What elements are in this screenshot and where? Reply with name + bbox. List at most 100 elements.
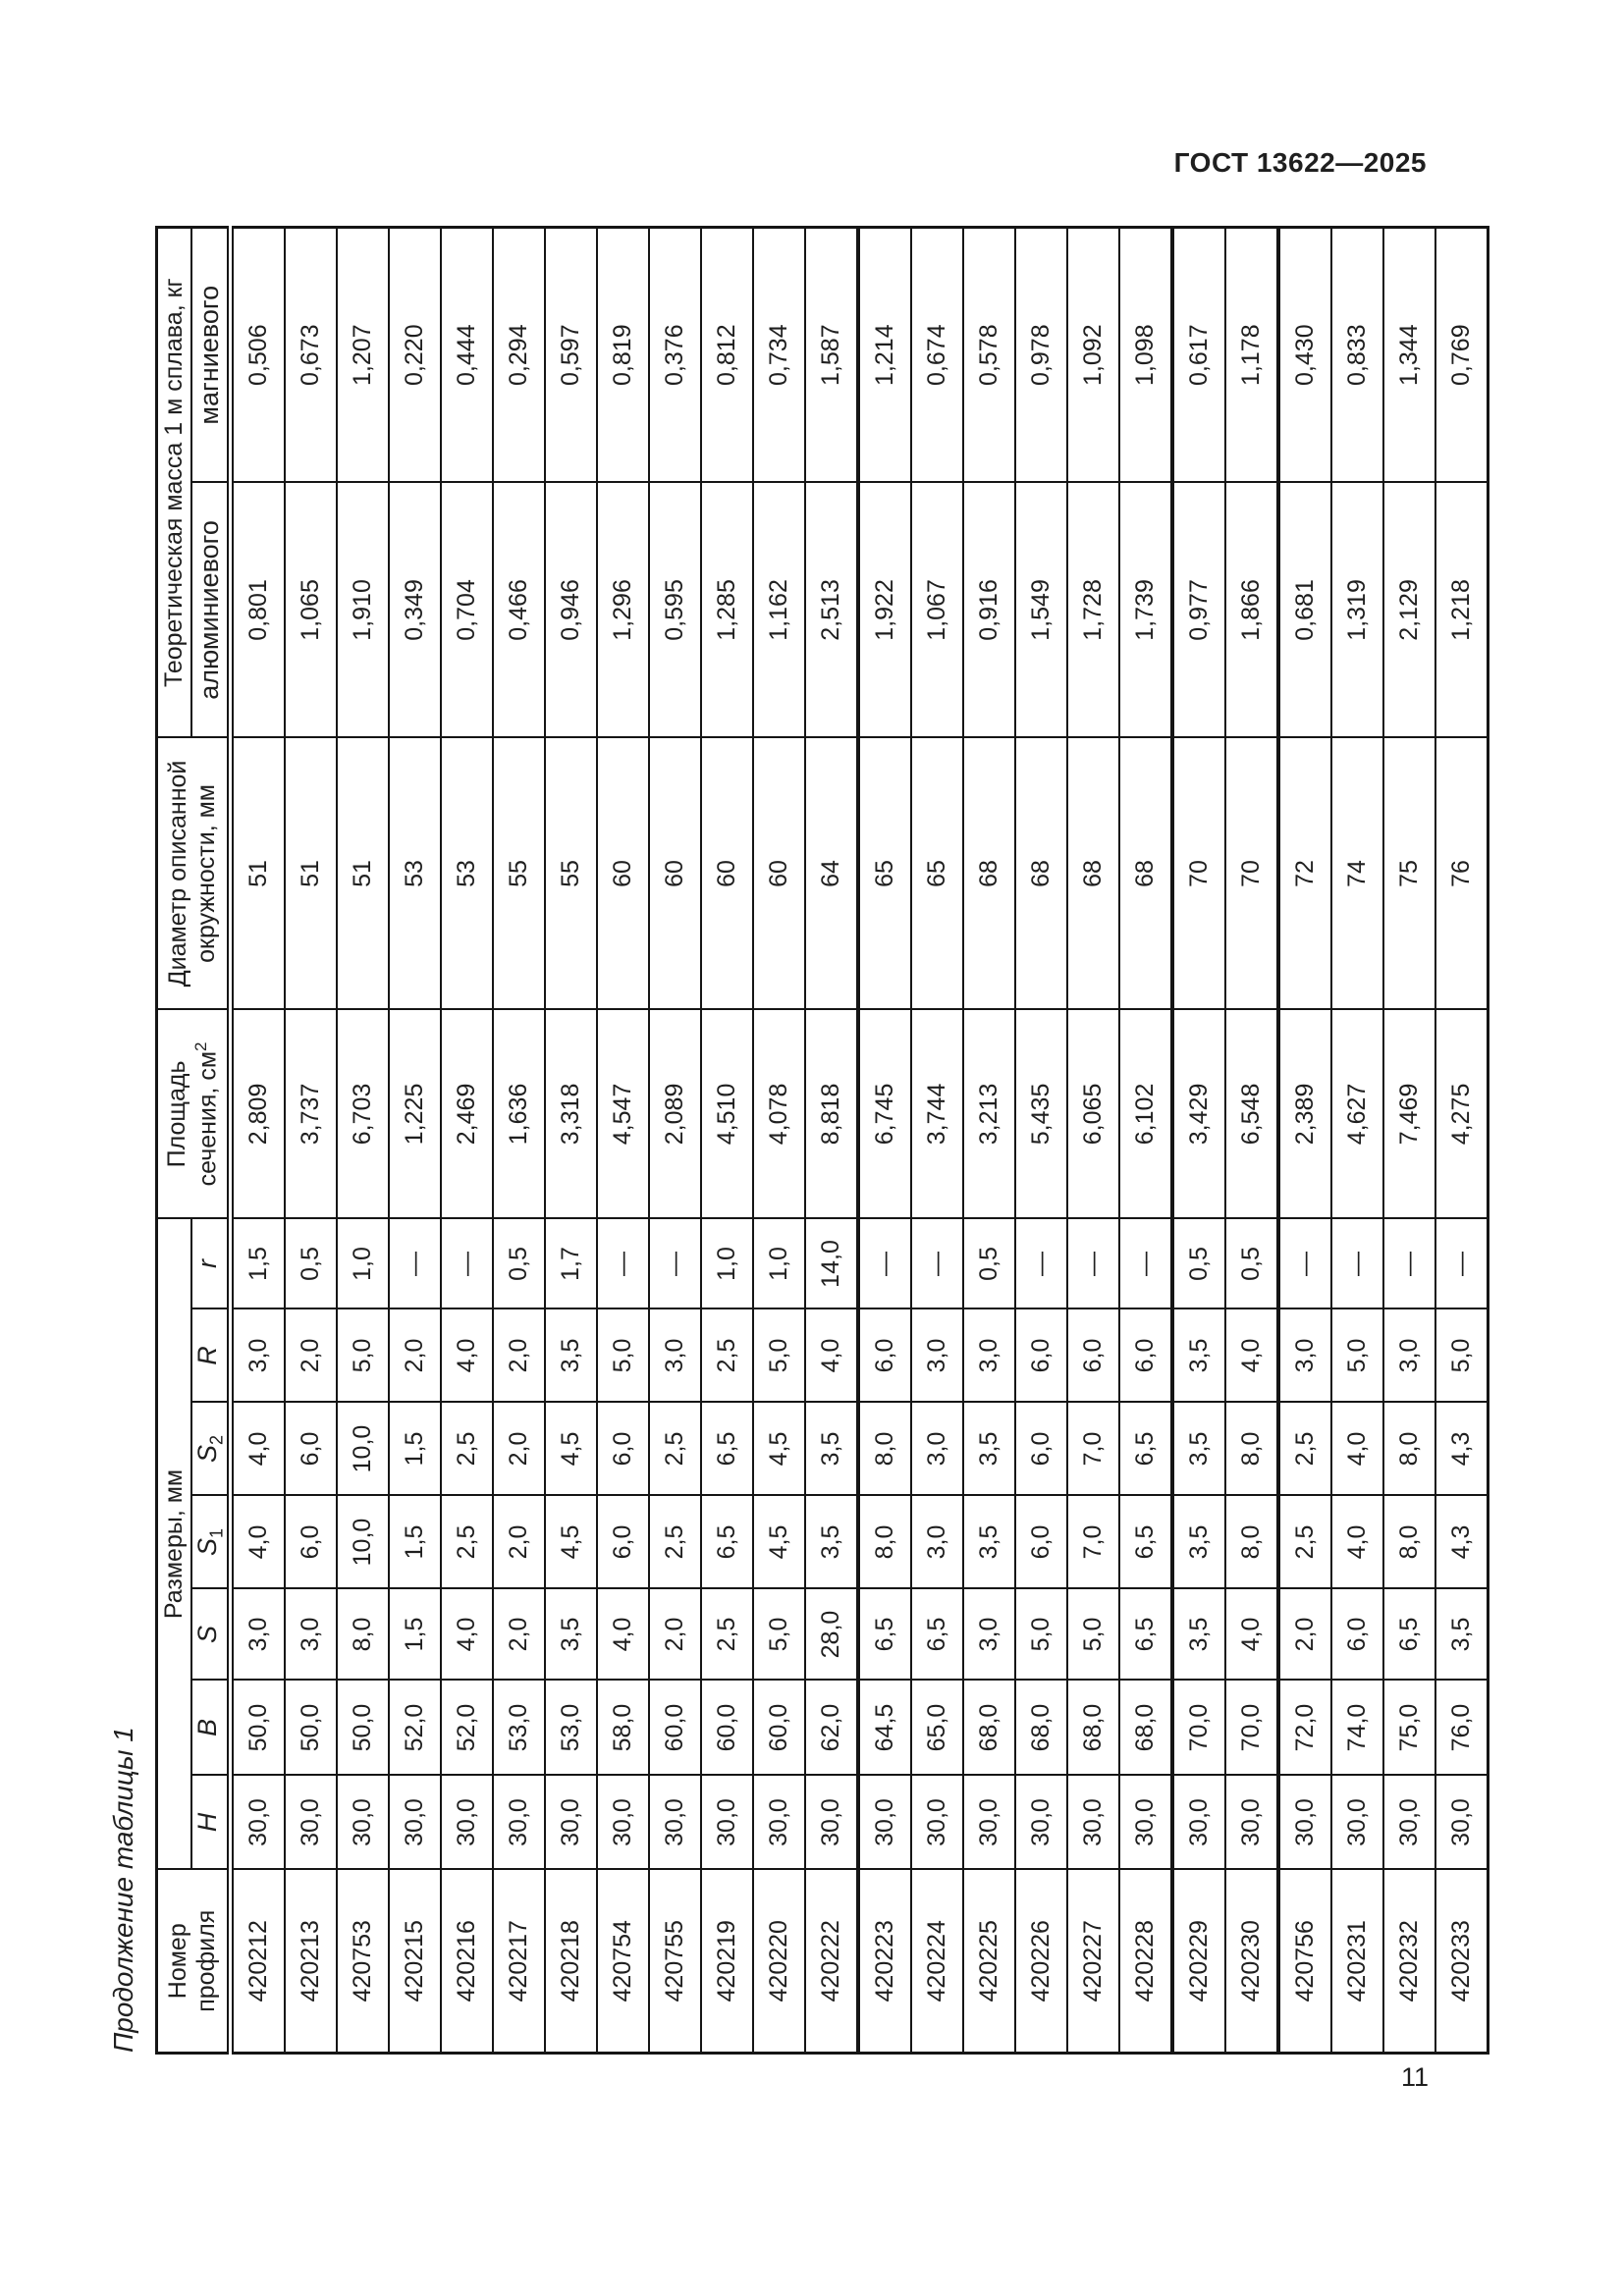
value-cell: 3,5 [1435, 1588, 1489, 1681]
value-cell: 7,0 [1067, 1495, 1120, 1589]
value-cell: 0,376 [649, 227, 702, 483]
value-cell: 30,0 [389, 1775, 442, 1870]
value-cell: 6,5 [911, 1588, 964, 1681]
value-cell: 3,213 [963, 1009, 1016, 1219]
value-cell: 68 [1119, 737, 1173, 1010]
value-cell: 4,3 [1435, 1402, 1489, 1496]
value-cell: 58,0 [597, 1680, 650, 1776]
header-mass-magnesium: магниевого [191, 227, 231, 483]
header-diameter-line1: Диаметр описанной [164, 760, 192, 988]
value-cell: 0,294 [493, 227, 546, 483]
value-cell: 1,344 [1383, 227, 1436, 483]
value-cell: 60 [753, 737, 806, 1010]
value-cell: 75,0 [1383, 1680, 1436, 1776]
value-cell: 1,910 [337, 482, 390, 738]
profile-number-cell: 420754 [597, 1869, 650, 2054]
value-cell: 6,5 [701, 1495, 754, 1589]
value-cell: 8,0 [337, 1588, 390, 1681]
value-cell: 0,812 [701, 227, 754, 483]
value-cell: 60,0 [701, 1680, 754, 1776]
value-cell: 6,0 [1067, 1308, 1120, 1403]
value-cell: 68 [1067, 737, 1120, 1010]
profile-number-cell: 420224 [911, 1869, 964, 2054]
value-cell: 3,0 [649, 1308, 702, 1403]
header-profile-line2: профиля [192, 1909, 221, 2012]
value-cell: 8,0 [1383, 1402, 1436, 1496]
value-cell: 6,0 [1015, 1495, 1068, 1589]
value-cell: — [649, 1218, 702, 1309]
table-row: 420223 30,0 64,5 6,5 8,0 8,0 6,0—6,745 65 1,922 1… [858, 227, 912, 2054]
value-cell: 1,207 [337, 227, 390, 483]
value-cell: 0,673 [285, 227, 338, 483]
value-cell: 5,0 [597, 1308, 650, 1403]
value-cell: 5,0 [753, 1308, 806, 1403]
value-cell: 30,0 [1015, 1775, 1068, 1870]
value-cell: 1,5 [389, 1588, 442, 1681]
table-row: 420212 30,0 50,0 3,0 4,0 4,0 3,0 1,5 2,809 51 0,80… [230, 227, 286, 2054]
value-cell: 68 [1015, 737, 1068, 1010]
value-cell: 1,5 [389, 1402, 442, 1496]
value-cell: — [441, 1218, 494, 1309]
value-cell: 3,737 [285, 1009, 338, 1219]
value-cell: 53,0 [493, 1680, 546, 1776]
value-cell: 0,916 [963, 482, 1016, 738]
value-cell: 60,0 [649, 1680, 702, 1776]
profile-number-cell: 420227 [1067, 1869, 1120, 2054]
profile-number-cell: 420228 [1119, 1869, 1173, 2054]
value-cell: 3,318 [545, 1009, 598, 1219]
value-cell: 64 [805, 737, 859, 1010]
table-row: 420218 30,0 53,0 3,5 4,5 4,5 3,5 1,7 3,318 55 0,94… [545, 227, 598, 2054]
value-cell: 1,319 [1331, 482, 1384, 738]
value-cell: 75 [1383, 737, 1436, 1010]
value-cell: 3,5 [963, 1402, 1016, 1496]
value-cell: 30,0 [1278, 1775, 1332, 1870]
profile-number-cell: 420222 [805, 1869, 859, 2054]
value-cell: 76,0 [1435, 1680, 1489, 1776]
value-cell: 4,5 [753, 1495, 806, 1589]
value-cell: 3,5 [1172, 1402, 1226, 1496]
standard-reference: ГОСТ 13622—2025 [1173, 147, 1427, 178]
table-row: 420215 30,0 52,0 1,5 1,5 1,5 2,0—1,225 53 0,349 0… [389, 227, 442, 2054]
header-dim-R: R [191, 1308, 231, 1403]
value-cell: 30,0 [701, 1775, 754, 1870]
rotated-table-area: Продолжение таблицы 1 Номер [108, 225, 1490, 2055]
value-cell: 2,089 [649, 1009, 702, 1219]
value-cell: 1,922 [858, 482, 912, 738]
value-cell: 60 [649, 737, 702, 1010]
value-cell: 1,739 [1119, 482, 1173, 738]
value-cell: 6,5 [1119, 1495, 1173, 1589]
value-cell: 55 [545, 737, 598, 1010]
value-cell: 0,617 [1172, 227, 1226, 483]
table-row: 420231 30,0 74,0 6,0 4,0 4,0 5,0—4,627 74 1,319 0… [1331, 227, 1384, 2054]
value-cell: 2,0 [493, 1402, 546, 1496]
value-cell: 4,0 [1225, 1308, 1279, 1403]
table-body: 420212 30,0 50,0 3,0 4,0 4,0 3,0 1,5 2,809 51 0,80… [230, 227, 1489, 2054]
value-cell: 6,5 [701, 1402, 754, 1496]
value-cell: 4,0 [1331, 1402, 1384, 1496]
profile-number-cell: 420218 [545, 1869, 598, 2054]
value-cell: 1,218 [1435, 482, 1489, 738]
value-cell: 4,3 [1435, 1495, 1489, 1589]
value-cell: 68 [963, 737, 1016, 1010]
value-cell: 1,0 [701, 1218, 754, 1309]
value-cell: 68,0 [1119, 1680, 1173, 1776]
value-cell: 5,0 [1435, 1308, 1489, 1403]
value-cell: 0,977 [1172, 482, 1226, 738]
value-cell: 6,745 [858, 1009, 912, 1219]
value-cell: 8,0 [858, 1402, 912, 1496]
table-row: 420233 30,0 76,0 3,5 4,3 4,3 5,0—4,275 76 1,218 0… [1435, 227, 1489, 2054]
value-cell: 4,627 [1331, 1009, 1384, 1219]
value-cell: 68,0 [1067, 1680, 1120, 1776]
value-cell: 0,595 [649, 482, 702, 738]
value-cell: 1,065 [285, 482, 338, 738]
value-cell: 6,0 [1015, 1402, 1068, 1496]
value-cell: 62,0 [805, 1680, 859, 1776]
value-cell: 0,597 [545, 227, 598, 483]
value-cell: 0,819 [597, 227, 650, 483]
value-cell: — [389, 1218, 442, 1309]
header-dim-S: S [191, 1588, 231, 1681]
value-cell: 2,5 [701, 1588, 754, 1681]
value-cell: 3,0 [911, 1402, 964, 1496]
value-cell: 1,587 [805, 227, 859, 483]
value-cell: 30,0 [1225, 1775, 1279, 1870]
